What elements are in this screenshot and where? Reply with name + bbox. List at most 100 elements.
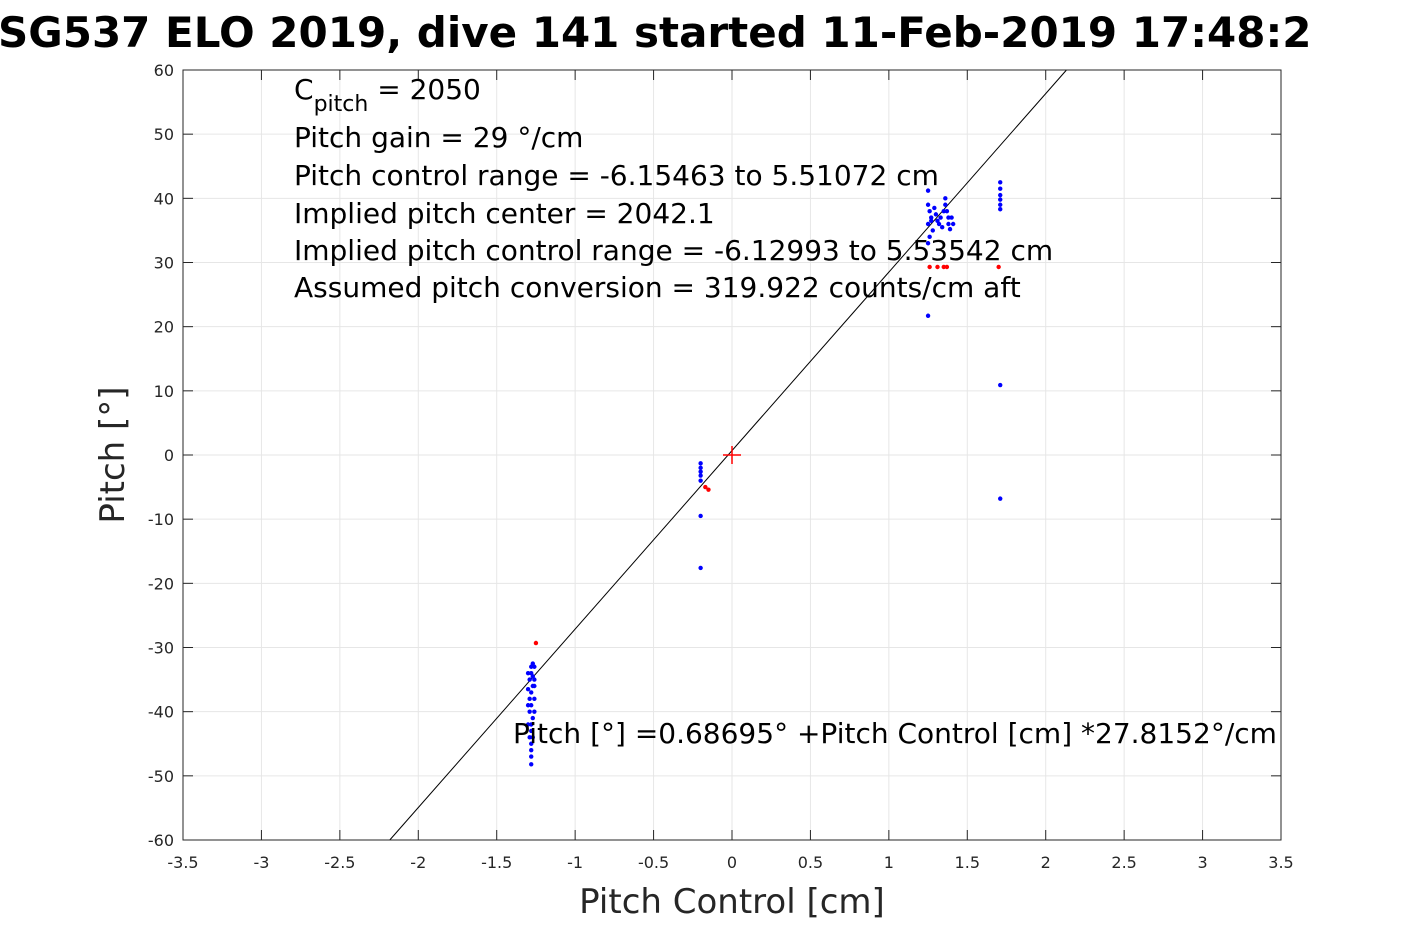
data-point — [698, 478, 703, 483]
data-point — [944, 264, 950, 270]
data-point — [930, 228, 935, 233]
data-point — [933, 212, 939, 217]
data-point — [939, 225, 945, 230]
data-point — [925, 313, 931, 318]
data-point — [925, 188, 931, 193]
y-tick-label: 10 — [154, 382, 174, 401]
data-point — [998, 382, 1003, 388]
x-tick-label: -3 — [253, 853, 269, 872]
data-point — [529, 762, 534, 767]
x-tick-label: -2 — [410, 853, 426, 872]
data-point — [929, 218, 934, 223]
data-point — [703, 484, 708, 490]
x-tick-label: -1.5 — [481, 853, 512, 872]
fit-equation: Pitch [°] =0.68695° +Pitch Control [cm] … — [513, 717, 1277, 750]
data-point — [529, 703, 534, 708]
data-point — [998, 202, 1003, 207]
data-point — [936, 221, 942, 227]
annotation-implied-pitch-center: Implied pitch center = 2042.1 — [294, 197, 715, 230]
x-tick-label: -1 — [567, 853, 583, 872]
x-tick-label: -2.5 — [324, 853, 355, 872]
data-point — [925, 202, 931, 207]
data-point — [996, 264, 1001, 270]
data-point — [943, 196, 948, 201]
data-point — [925, 221, 931, 227]
y-tick-label: 20 — [154, 318, 174, 337]
data-point — [529, 747, 534, 753]
y-tick-label: -30 — [148, 639, 174, 658]
data-point — [525, 670, 531, 676]
data-point — [998, 192, 1003, 198]
data-point — [532, 709, 537, 714]
data-point — [950, 221, 956, 227]
data-point — [529, 690, 534, 695]
x-tick-label: 2.5 — [1111, 853, 1136, 872]
data-point — [698, 461, 703, 466]
data-layer — [389, 69, 1067, 841]
cpitch-main: C — [294, 73, 314, 106]
data-point — [698, 465, 703, 471]
data-point — [532, 683, 537, 689]
data-point — [998, 496, 1003, 501]
chart-title: SG537 ELO 2019, dive 141 started 11-Feb-… — [0, 8, 1311, 57]
annotation-cpitch: Cpitch = 2050 — [294, 73, 481, 117]
y-tick-label: 0 — [164, 446, 174, 465]
data-point — [525, 687, 531, 692]
annotation-implied-pitch-control-range: Implied pitch control range = -6.12993 t… — [294, 234, 1053, 267]
y-tick-label: -10 — [148, 510, 174, 529]
data-point — [530, 661, 535, 666]
data-point — [530, 735, 535, 740]
data-point — [525, 703, 531, 708]
x-tick-label: 3 — [1197, 853, 1207, 872]
data-point — [941, 208, 946, 214]
data-point — [530, 715, 535, 721]
x-tick-label: 3.5 — [1268, 853, 1293, 872]
data-point — [927, 208, 932, 214]
annotation-pitch-control-range: Pitch control range = -6.15463 to 5.5107… — [294, 159, 939, 192]
data-point — [949, 215, 954, 220]
data-point — [529, 728, 534, 734]
data-point — [927, 234, 932, 240]
x-tick-label: 0 — [727, 853, 737, 872]
data-point — [706, 487, 711, 492]
data-point — [527, 696, 532, 702]
x-tick-label: -3.5 — [167, 853, 198, 872]
data-point — [946, 221, 951, 227]
data-point — [932, 205, 937, 211]
cpitch-value: = 2050 — [368, 73, 481, 106]
y-tick-label: -50 — [148, 767, 174, 786]
y-tick-label: 30 — [154, 254, 174, 273]
y-tick-label: -20 — [148, 574, 174, 593]
data-point — [527, 709, 532, 714]
data-point — [525, 722, 531, 727]
data-point — [530, 674, 535, 679]
data-point — [929, 215, 934, 220]
data-point — [998, 197, 1003, 202]
data-point — [947, 226, 953, 232]
data-point — [941, 264, 946, 270]
x-tick-label: 2 — [1041, 853, 1051, 872]
data-point — [529, 722, 534, 727]
data-point — [533, 640, 539, 646]
annotation-assumed-pitch-conversion: Assumed pitch conversion = 319.922 count… — [294, 271, 1021, 304]
data-point — [529, 741, 534, 746]
data-point — [527, 677, 532, 682]
data-point — [998, 186, 1003, 191]
grid — [182, 69, 1282, 841]
annotation-pitch-gain: Pitch gain = 29 °/cm — [294, 121, 583, 154]
data-point — [698, 469, 703, 474]
y-tick-label: 40 — [154, 189, 174, 208]
y-tick-label: -60 — [148, 831, 174, 850]
data-point — [938, 215, 943, 220]
data-point — [698, 565, 703, 571]
y-axis-label: Pitch [°] — [93, 386, 133, 523]
data-point — [698, 513, 703, 519]
y-tick-label: 60 — [154, 61, 174, 80]
data-point — [927, 264, 932, 270]
x-tick-label: 1 — [884, 853, 894, 872]
data-point — [998, 207, 1003, 212]
x-tick-label: 0.5 — [798, 853, 823, 872]
cpitch-sub: pitch — [314, 92, 369, 117]
